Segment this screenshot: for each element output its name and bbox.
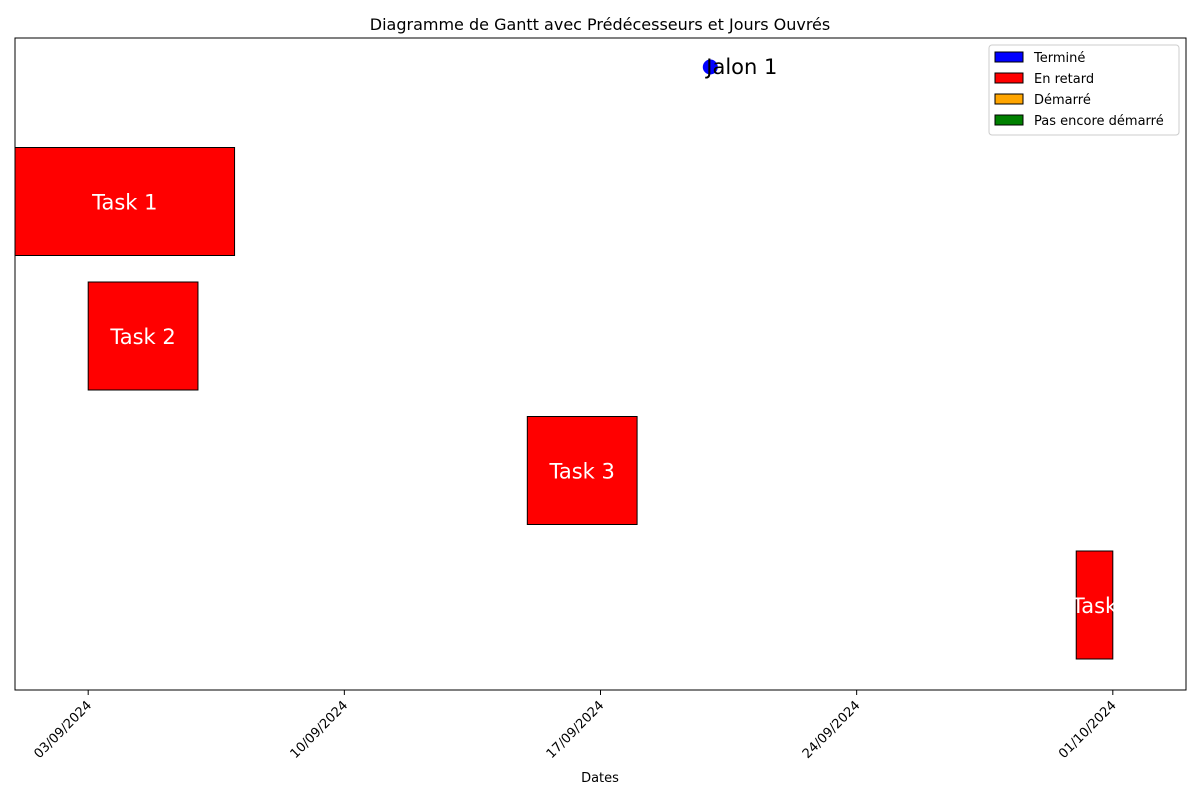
x-tick-label: 10/09/2024: [288, 698, 352, 762]
legend-label: En retard: [1034, 72, 1094, 87]
legend-label: Démarré: [1034, 93, 1091, 108]
task-bar-label: Task 1: [91, 191, 157, 215]
legend-swatch: [994, 51, 1024, 63]
milestone-label: Jalon 1: [704, 55, 777, 79]
legend-swatch: [994, 93, 1024, 105]
x-axis-ticks: 03/09/2024 10/09/2024 17/09/2024 24/09/2024…: [31, 690, 1120, 762]
chart-title: Diagramme de Gantt avec Prédécesseurs et…: [370, 15, 830, 34]
task-bar: [15, 147, 236, 256]
task-bar: [87, 281, 199, 391]
x-tick-label: 24/09/2024: [800, 698, 864, 762]
bars-layer: Task 1 Task 2 Task 3 Task: [15, 147, 1118, 660]
milestones-layer: Jalon 1: [702, 55, 777, 79]
x-tick-label: 03/09/2024: [31, 698, 95, 762]
legend-label: Pas encore démarré: [1034, 114, 1164, 129]
x-tick-label: 17/09/2024: [544, 698, 608, 762]
legend-swatch: [994, 114, 1024, 126]
legend: Terminé En retard Démarré Pas encore démarr…: [988, 44, 1180, 136]
x-axis-label: Dates: [581, 771, 619, 786]
task-bar: [1075, 550, 1114, 660]
x-tick-label: 01/10/2024: [1056, 698, 1120, 762]
legend-label: Terminé: [1033, 51, 1085, 66]
legend-box: [988, 44, 1180, 136]
legend-swatch: [994, 72, 1024, 84]
task-bar: [526, 416, 638, 525]
task-bar-label: Task: [1071, 594, 1118, 618]
milestone-marker: [702, 59, 718, 75]
task-bar-label: Task 2: [109, 325, 175, 349]
task-bar-label: Task 3: [549, 460, 615, 484]
